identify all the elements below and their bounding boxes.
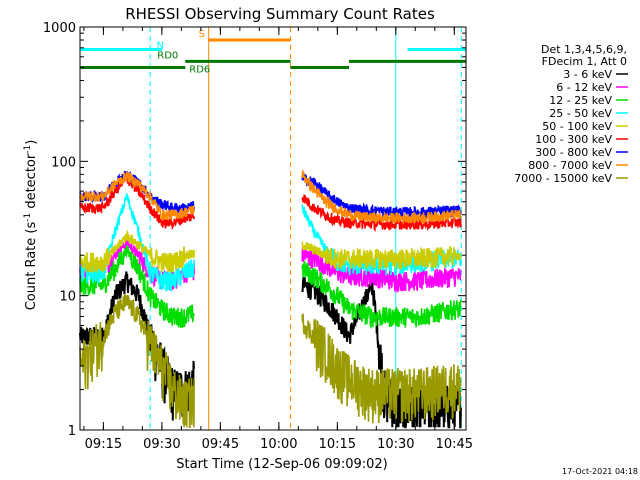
y-axis-label-end: ) — [24, 140, 39, 145]
flag-label-S: S — [199, 29, 205, 40]
series-5-segment-0 — [79, 174, 195, 231]
legend-label-4: 50 - 100 keV — [542, 120, 612, 133]
legend-label-7: 800 - 7000 keV — [528, 159, 612, 172]
series-2-segment-1 — [301, 260, 462, 330]
plot-area: N S RD0 RD6 — [79, 27, 466, 430]
series-4-segment-0 — [79, 229, 195, 273]
series-8-segment-1 — [301, 313, 462, 424]
y-axis-label-mid: detector — [24, 153, 39, 213]
plot-frame — [79, 26, 467, 431]
legend-label-3: 25 - 50 keV — [549, 107, 612, 120]
x-tick-label-4: 10:15 — [319, 437, 356, 452]
x-tick-label-3: 10:00 — [260, 437, 297, 452]
legend-label-6: 300 - 800 keV — [535, 146, 612, 159]
flag-label-N: N — [157, 40, 164, 51]
legend: Det 1,3,4,5,6,9, FDecim 1, Att 0 3 - 6 k… — [514, 43, 628, 185]
series-7-segment-0 — [79, 171, 195, 221]
x-axis-label: Start Time (12-Sep-06 09:09:02) — [176, 457, 387, 472]
legend-label-1: 6 - 12 keV — [556, 81, 612, 94]
legend-header-line-1: Det 1,3,4,5,6,9, — [541, 43, 627, 56]
x-tick-label-6: 10:45 — [436, 437, 473, 452]
series-1-segment-1 — [301, 246, 462, 294]
legend-label-2: 12 - 25 keV — [549, 94, 612, 107]
y-tick-label-2: 100 — [51, 155, 76, 170]
chart-title: RHESSI Observing Summary Count Rates — [125, 5, 435, 23]
x-tick-label-1: 09:30 — [143, 437, 180, 452]
series-4-segment-1 — [301, 241, 462, 271]
legend-label-8: 7000 - 15000 keV — [514, 172, 612, 185]
flag-label-RD0: RD0 — [157, 50, 178, 61]
legend-label-0: 3 - 6 keV — [563, 68, 612, 81]
legend-header-line-2: FDecim 1, Att 0 — [542, 55, 627, 68]
footer-date: 17-Oct-2021 04:18 — [562, 467, 638, 476]
y-tick-label-1: 10 — [59, 290, 76, 305]
series-2-segment-0 — [79, 245, 195, 328]
series-5-segment-1 — [301, 194, 462, 233]
flag-label-RD6: RD6 — [189, 64, 210, 75]
x-tick-label-5: 10:30 — [377, 437, 414, 452]
y-axis-label-sup1: -1 — [23, 213, 33, 222]
y-axis-label-main: Count Rate (s — [24, 222, 39, 311]
y-tick-label-0: 1 — [68, 424, 76, 439]
series-8-segment-0 — [79, 293, 195, 429]
legend-label-5: 100 - 300 keV — [535, 133, 612, 146]
series-7-segment-1 — [301, 169, 462, 226]
y-axis-label-sup2: -1 — [23, 145, 33, 154]
x-tick-label-2: 09:45 — [202, 437, 239, 452]
axes: 1 10 100 1000 09:15 09:30 09:45 10:00 10:15 10:30… — [43, 21, 473, 452]
y-axis-label: Count Rate (s-1 detector-1) — [23, 140, 39, 311]
x-tick-label-0: 09:15 — [85, 437, 122, 452]
y-tick-label-3: 1000 — [43, 21, 76, 36]
